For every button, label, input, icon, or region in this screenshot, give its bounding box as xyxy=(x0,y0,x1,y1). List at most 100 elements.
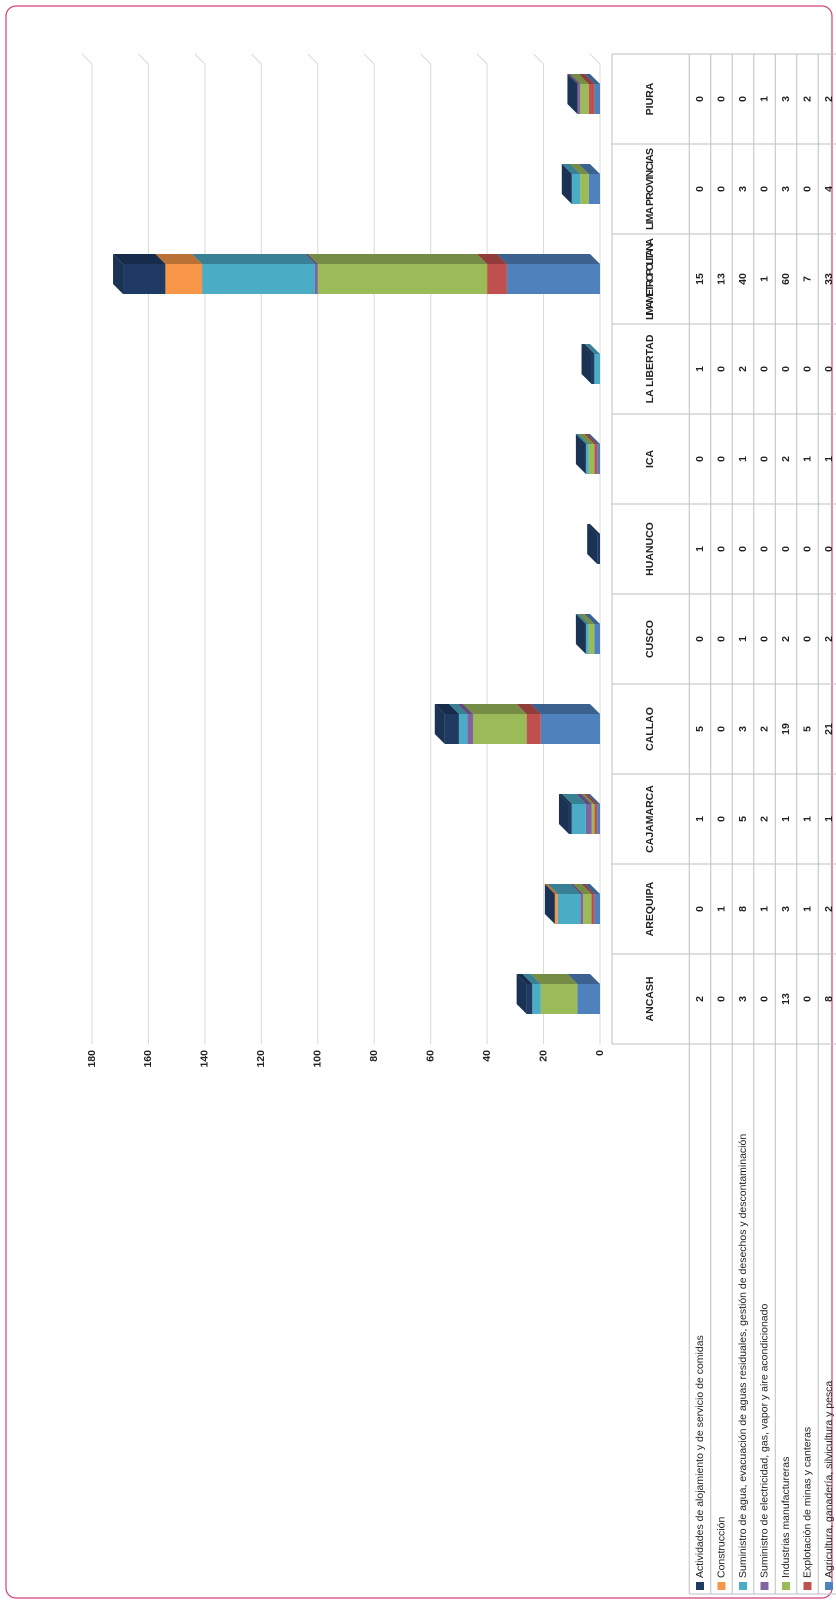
data-label: 0 xyxy=(758,186,770,192)
bar-side xyxy=(575,614,589,624)
bar xyxy=(540,984,578,1014)
bar-side xyxy=(567,974,600,984)
legend-swatch xyxy=(782,1582,790,1590)
data-label: 0 xyxy=(801,996,813,1002)
bar-side xyxy=(547,884,581,894)
y-tick-label: 100 xyxy=(312,1050,324,1068)
legend-swatch xyxy=(739,1582,747,1590)
data-label: 5 xyxy=(801,726,813,732)
bar xyxy=(526,984,533,1014)
x-tick-label: LIMA PROVINCIAS xyxy=(644,148,656,230)
grid-line xyxy=(363,53,375,65)
bar-side xyxy=(581,344,595,354)
legend-swatch xyxy=(760,1582,769,1590)
data-label: 5 xyxy=(694,726,706,732)
y-tick-label: 120 xyxy=(255,1050,267,1068)
data-label: 0 xyxy=(694,456,706,462)
data-label: 1 xyxy=(694,816,706,822)
data-label: 0 xyxy=(694,636,706,642)
bar xyxy=(594,354,600,384)
data-label: 0 xyxy=(758,456,770,462)
data-label: 0 xyxy=(715,726,727,732)
data-label: 8 xyxy=(823,996,835,1002)
data-label: 0 xyxy=(694,906,706,912)
data-label: 3 xyxy=(780,186,792,192)
grid-line xyxy=(589,53,601,65)
y-tick-label: 20 xyxy=(537,1050,549,1062)
bar-side xyxy=(113,254,166,264)
bar xyxy=(591,354,595,384)
bar xyxy=(594,894,600,924)
bar xyxy=(585,804,592,834)
data-label: 40 xyxy=(737,273,749,285)
grid-line xyxy=(250,53,262,65)
data-label: 2 xyxy=(780,456,792,462)
bar-side xyxy=(578,434,595,444)
bar xyxy=(597,804,601,834)
data-label: 2 xyxy=(758,816,770,822)
legend-label: Agricultura, ganadería, silvicultura y p… xyxy=(823,1381,835,1578)
bar xyxy=(588,624,595,654)
bar xyxy=(202,264,315,294)
bar xyxy=(594,624,600,654)
bar-top xyxy=(434,704,445,744)
legend-swatch xyxy=(825,1582,833,1590)
bar-side xyxy=(578,74,595,84)
bar xyxy=(467,714,474,744)
x-tick-label: CAJAMARCA xyxy=(644,785,656,853)
data-label: 1 xyxy=(694,366,706,372)
bar-side xyxy=(457,704,473,714)
legend-label: Suministro de electricidad, gas, vapor y… xyxy=(758,1304,770,1578)
bar-side xyxy=(530,974,578,984)
data-label: 2 xyxy=(758,726,770,732)
bar xyxy=(594,804,598,834)
frame xyxy=(5,5,833,1599)
data-label: 1 xyxy=(823,456,835,462)
bar-top xyxy=(113,254,124,294)
bar-side xyxy=(516,704,541,714)
bar xyxy=(540,714,601,744)
bar xyxy=(165,264,203,294)
y-tick-label: 180 xyxy=(86,1050,98,1068)
x-tick-label: CUSCO xyxy=(644,620,656,658)
data-label: 0 xyxy=(715,456,727,462)
bar-side xyxy=(544,884,558,894)
x-tick-label: ICA xyxy=(644,450,656,469)
data-label: 2 xyxy=(823,636,835,642)
bar-side xyxy=(581,794,595,804)
bar-side xyxy=(567,74,581,84)
legend-swatch xyxy=(696,1582,704,1590)
data-label: 0 xyxy=(823,546,835,552)
data-label: 2 xyxy=(694,996,706,1002)
bar-side xyxy=(307,254,488,264)
bar xyxy=(314,264,318,294)
data-label: 3 xyxy=(737,996,749,1002)
data-label: 15 xyxy=(694,273,706,285)
data-label: 3 xyxy=(737,186,749,192)
bar xyxy=(571,804,586,834)
data-label: 2 xyxy=(780,636,792,642)
bar xyxy=(597,444,601,474)
data-label: 2 xyxy=(823,906,835,912)
legend-label: Explotación de minas y canteras xyxy=(801,1427,813,1578)
legend-swatch xyxy=(803,1582,812,1590)
y-tick-label: 0 xyxy=(594,1050,606,1056)
x-tick-label: AREQUIPA xyxy=(644,881,656,936)
bar-side xyxy=(530,704,600,714)
data-label: 0 xyxy=(801,546,813,552)
data-label: 0 xyxy=(758,636,770,642)
data-label: 0 xyxy=(801,636,813,642)
bar-side xyxy=(434,704,459,714)
bar-top xyxy=(581,344,592,384)
bar-side xyxy=(304,254,318,264)
bar-side xyxy=(584,884,600,894)
bar xyxy=(473,714,527,744)
bar xyxy=(580,174,589,204)
bar-side xyxy=(587,794,600,804)
data-label: 13 xyxy=(780,993,792,1005)
bar xyxy=(123,264,166,294)
data-label: 2 xyxy=(737,366,749,372)
legend-label: Suministro de agua, evacuación de aguas … xyxy=(737,1134,749,1578)
